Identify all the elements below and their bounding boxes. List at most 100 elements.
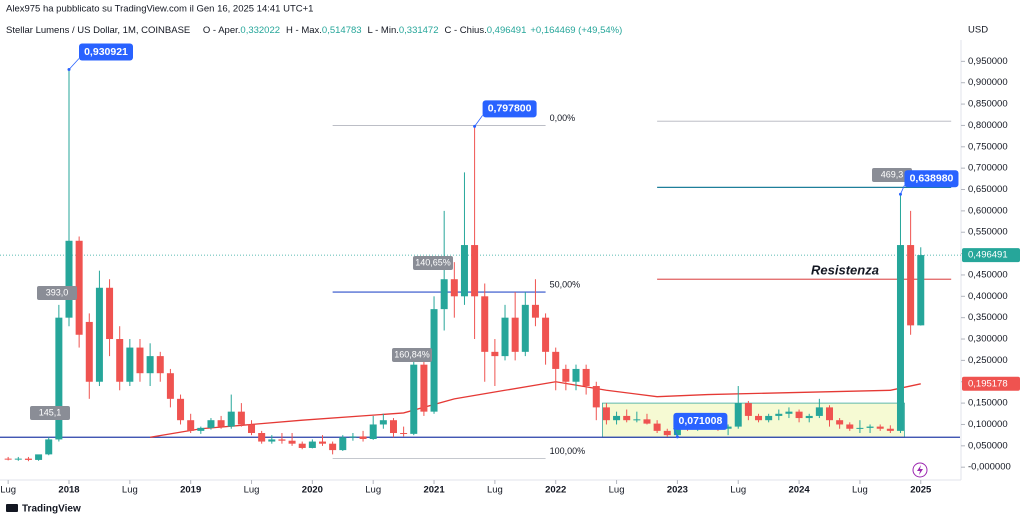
header: Alex975 ha pubblicato su TradingView.com… bbox=[6, 4, 313, 15]
percent-badge bbox=[392, 348, 432, 362]
percent-label: 140,65% bbox=[415, 257, 451, 267]
candle-body bbox=[755, 415, 763, 421]
annotation-point bbox=[898, 192, 902, 196]
y-tick-label: 0,050000 bbox=[968, 440, 1008, 451]
level-label: 50,00% bbox=[550, 279, 581, 289]
candle-body bbox=[339, 437, 347, 451]
candle-body bbox=[602, 407, 610, 421]
candle-body bbox=[329, 443, 337, 451]
candle-body bbox=[126, 347, 134, 382]
ohlc-value: 0,331472 bbox=[399, 25, 439, 36]
y-tick-label: 0,250000 bbox=[968, 355, 1008, 366]
candle-body bbox=[491, 351, 499, 357]
candle-body bbox=[166, 373, 174, 399]
candle-body bbox=[187, 420, 195, 431]
percent-badge bbox=[37, 286, 77, 300]
ohlc-label: H - Max. bbox=[286, 25, 322, 36]
candle-body bbox=[359, 436, 367, 439]
candle-body bbox=[85, 321, 93, 382]
currency: USD bbox=[968, 25, 988, 36]
candle-body bbox=[75, 240, 83, 335]
candle-body bbox=[805, 415, 813, 419]
legend-line: Stellar Lumens / US Dollar, 1M, COINBASE… bbox=[6, 25, 622, 36]
candle-body bbox=[836, 420, 844, 425]
y-tick-label: 0,150000 bbox=[968, 398, 1008, 409]
candle-body bbox=[876, 426, 884, 429]
candle-body bbox=[278, 439, 286, 441]
event-icon bbox=[912, 462, 928, 478]
candle-body bbox=[663, 430, 671, 436]
x-tick-label: 2023 bbox=[667, 485, 688, 496]
y-tick-label: 0,700000 bbox=[968, 163, 1008, 174]
candle-body bbox=[116, 339, 124, 382]
y-tick-label: 0,900000 bbox=[968, 77, 1008, 88]
candle-body bbox=[643, 419, 651, 424]
candle-body bbox=[846, 424, 854, 429]
candle-body bbox=[552, 351, 560, 369]
candle-body bbox=[572, 368, 580, 382]
candle-body bbox=[623, 415, 631, 421]
y-tick-label: 0,950000 bbox=[968, 56, 1008, 67]
ohlc-value: 0,496491 bbox=[487, 25, 527, 36]
y-tick-label: 0,550000 bbox=[968, 227, 1008, 238]
y-tick-label: 0,650000 bbox=[968, 184, 1008, 195]
x-tick-label: Lug bbox=[730, 485, 746, 496]
candle-body bbox=[653, 423, 661, 431]
annotation-point bbox=[473, 124, 477, 128]
y-tick-label: -0,000000 bbox=[968, 462, 1011, 473]
level-label: 0,00% bbox=[550, 113, 576, 123]
candle-body bbox=[542, 317, 550, 352]
x-tick-label: 2018 bbox=[58, 485, 79, 496]
candle-body bbox=[734, 403, 742, 427]
x-tick-label: Lug bbox=[365, 485, 381, 496]
candle-body bbox=[460, 245, 468, 297]
candle-body bbox=[146, 356, 154, 374]
percent-label: 469,3 bbox=[881, 169, 904, 179]
candle-body bbox=[592, 386, 600, 408]
x-tick-label: Lug bbox=[609, 485, 625, 496]
x-tick-label: 2019 bbox=[180, 485, 201, 496]
x-tick-label: Lug bbox=[244, 485, 260, 496]
annotation-pointer bbox=[900, 185, 905, 195]
level-label: 100,00% bbox=[550, 446, 586, 456]
candle-body bbox=[65, 240, 73, 318]
annotation-box bbox=[79, 43, 133, 61]
y-tick-label: 0,800000 bbox=[968, 120, 1008, 131]
annotation-pointer bbox=[673, 427, 678, 438]
candle-body bbox=[744, 403, 752, 416]
candle-body bbox=[501, 317, 509, 357]
x-tick-label: Lug bbox=[487, 485, 503, 496]
candle-body bbox=[481, 296, 489, 352]
candle-body bbox=[45, 439, 53, 455]
candle-body bbox=[917, 255, 925, 326]
candle-body bbox=[197, 427, 205, 431]
candle-body bbox=[775, 413, 783, 416]
candle-body bbox=[420, 364, 428, 412]
annotation-box bbox=[482, 100, 537, 118]
candle-body bbox=[430, 309, 438, 412]
candle-body bbox=[227, 411, 235, 427]
x-tick-label: 2024 bbox=[789, 485, 811, 496]
ohlc-value: 0,332022 bbox=[240, 25, 280, 36]
price-tag bbox=[962, 248, 1020, 263]
price-tag-label: 0,496491 bbox=[968, 250, 1008, 261]
annotation-point bbox=[675, 435, 679, 439]
logo bbox=[6, 504, 18, 512]
candle-body bbox=[613, 415, 621, 421]
brand: TradingView bbox=[22, 504, 81, 515]
candle-body bbox=[440, 279, 448, 310]
price-tag bbox=[962, 376, 1020, 391]
annotation-label: 0,071008 bbox=[679, 415, 723, 427]
percent-badge bbox=[413, 256, 453, 270]
percent-label: 145,1 bbox=[39, 407, 62, 417]
candle-body bbox=[288, 440, 296, 444]
annotation-pointer bbox=[68, 58, 80, 70]
x-tick-label: Lug bbox=[122, 485, 138, 496]
candle-body bbox=[4, 458, 12, 460]
candle-body bbox=[55, 317, 63, 440]
candle-body bbox=[369, 424, 377, 439]
candle-body bbox=[156, 356, 164, 374]
candle-body bbox=[379, 420, 387, 425]
